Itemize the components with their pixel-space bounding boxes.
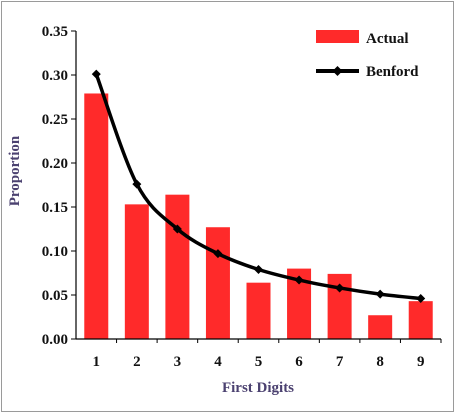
bar-actual-1 — [84, 93, 109, 339]
y-tick-label: 0.20 — [42, 156, 68, 172]
y-tick-label: 0.10 — [42, 244, 68, 260]
x-tick-label: 9 — [417, 354, 425, 370]
point-benford-2 — [132, 179, 142, 189]
x-tick-label: 3 — [174, 354, 182, 370]
point-benford-8 — [375, 289, 385, 299]
bar-actual-3 — [165, 194, 190, 339]
x-tick-label: 6 — [295, 354, 303, 370]
y-axis-label: Proportion — [7, 135, 23, 206]
y-tick-label: 0.30 — [42, 68, 68, 84]
point-benford-5 — [254, 264, 263, 274]
y-axis-ticks: 0.00 0.05 0.10 0.15 0.20 0.25 0.30 0.35 — [42, 24, 76, 348]
point-benford-1 — [91, 69, 101, 79]
legend-marker-benford — [332, 66, 343, 76]
legend-swatch-actual — [316, 30, 359, 43]
legend-label-benford: Benford — [366, 64, 419, 80]
y-tick-label: 0.05 — [42, 288, 68, 304]
point-benford-4 — [213, 249, 223, 259]
legend-label-actual: Actual — [366, 31, 409, 47]
bar-actual-8 — [368, 315, 393, 339]
y-tick-label: 0.00 — [42, 332, 68, 348]
x-axis-ticks: 1 2 3 4 5 6 7 8 9 — [93, 339, 442, 370]
x-tick-label: 4 — [214, 354, 222, 370]
bar-actual-5 — [246, 282, 271, 339]
x-axis-label: First Digits — [222, 380, 294, 396]
bar-actual-4 — [205, 227, 230, 339]
bar-actual-9 — [408, 301, 433, 339]
x-tick-label: 1 — [93, 354, 101, 370]
x-tick-label: 2 — [133, 354, 141, 370]
x-tick-label: 8 — [376, 354, 384, 370]
line-series — [91, 69, 426, 304]
bar-series — [84, 93, 433, 339]
legend: Actual Benford — [316, 30, 419, 80]
x-tick-label: 5 — [255, 354, 263, 370]
point-benford-9 — [416, 294, 426, 304]
bar-actual-2 — [124, 204, 149, 339]
point-benford-6 — [294, 275, 304, 285]
point-benford-3 — [172, 224, 182, 234]
y-tick-label: 0.25 — [42, 112, 68, 128]
x-tick-label: 7 — [336, 354, 344, 370]
axes — [75, 31, 441, 340]
point-benford-7 — [335, 283, 345, 293]
y-tick-label: 0.35 — [42, 24, 68, 40]
y-tick-label: 0.15 — [42, 200, 68, 216]
